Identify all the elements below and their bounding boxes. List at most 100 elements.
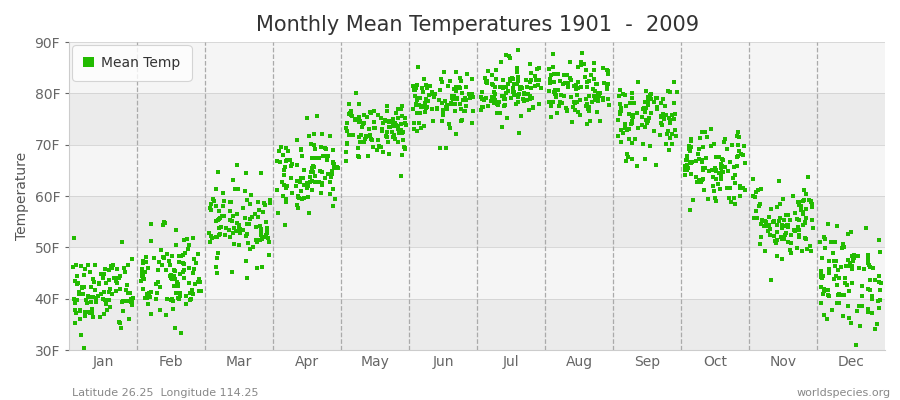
Point [270,187,284,193]
Point [453,74,467,81]
Point [746,193,760,200]
Point [104,264,119,271]
Point [86,314,100,320]
Point [203,204,218,211]
Point [613,86,627,93]
Point [551,70,565,77]
Point [339,140,354,146]
Point [861,286,876,292]
Point [447,93,462,99]
Point [406,106,420,112]
Point [256,200,271,206]
Point [68,299,83,306]
Point [577,61,591,68]
Point [380,129,394,135]
Point [292,195,306,202]
Point [227,240,241,247]
Point [770,252,784,259]
Point [194,279,208,285]
Point [439,106,454,112]
Point [191,279,205,285]
Point [655,121,670,128]
Point [478,74,492,81]
Point [774,236,788,242]
Point [488,84,502,90]
Point [250,264,265,271]
Point [586,86,600,92]
Point [407,126,421,133]
Point [284,175,298,181]
Point [245,214,259,220]
Point [704,126,718,132]
Point [77,266,92,272]
Point [85,308,99,315]
Point [290,136,304,143]
Point [164,274,178,281]
Point [590,90,605,96]
Point [315,131,329,138]
Point [827,258,842,264]
Point [370,147,384,153]
Point [581,104,596,110]
Point [420,85,435,92]
Point [821,221,835,228]
Point [139,269,153,275]
Point [847,252,861,258]
Point [828,272,842,279]
Point [516,96,530,102]
Point [792,216,806,223]
Point [581,78,596,85]
Point [652,132,667,138]
Point [375,148,390,155]
Point [497,94,511,100]
Point [454,89,469,96]
Point [570,92,584,98]
Point [617,125,632,131]
Point [292,179,307,186]
Point [694,179,708,185]
Point [792,232,806,239]
Point [370,137,384,143]
Point [262,238,276,245]
Point [214,224,229,230]
Point [314,180,328,186]
Point [799,206,814,212]
Point [779,222,794,228]
Point [661,131,675,138]
Point [587,92,601,99]
Point [162,258,176,264]
Point [757,223,771,230]
Point [209,234,223,240]
Point [551,87,565,93]
Point [806,225,821,232]
Point [846,258,860,264]
Point [239,220,254,227]
Point [830,223,844,230]
Point [408,85,422,91]
Point [68,319,82,326]
Point [364,136,378,142]
Point [680,153,695,160]
Point [341,132,356,138]
Point [432,96,446,103]
Point [166,273,181,280]
Point [501,80,516,87]
Point [409,85,423,92]
Point [137,275,151,282]
Point [83,269,97,276]
Point [532,65,546,71]
Point [88,262,103,268]
Point [491,102,505,108]
Point [488,97,502,103]
Point [212,215,227,222]
Point [374,144,388,151]
Point [542,98,556,105]
Point [579,96,593,102]
Point [83,294,97,300]
Point [546,71,561,77]
Point [125,298,140,304]
Point [379,132,393,139]
Point [78,296,93,303]
Point [511,78,526,84]
Point [304,165,319,171]
